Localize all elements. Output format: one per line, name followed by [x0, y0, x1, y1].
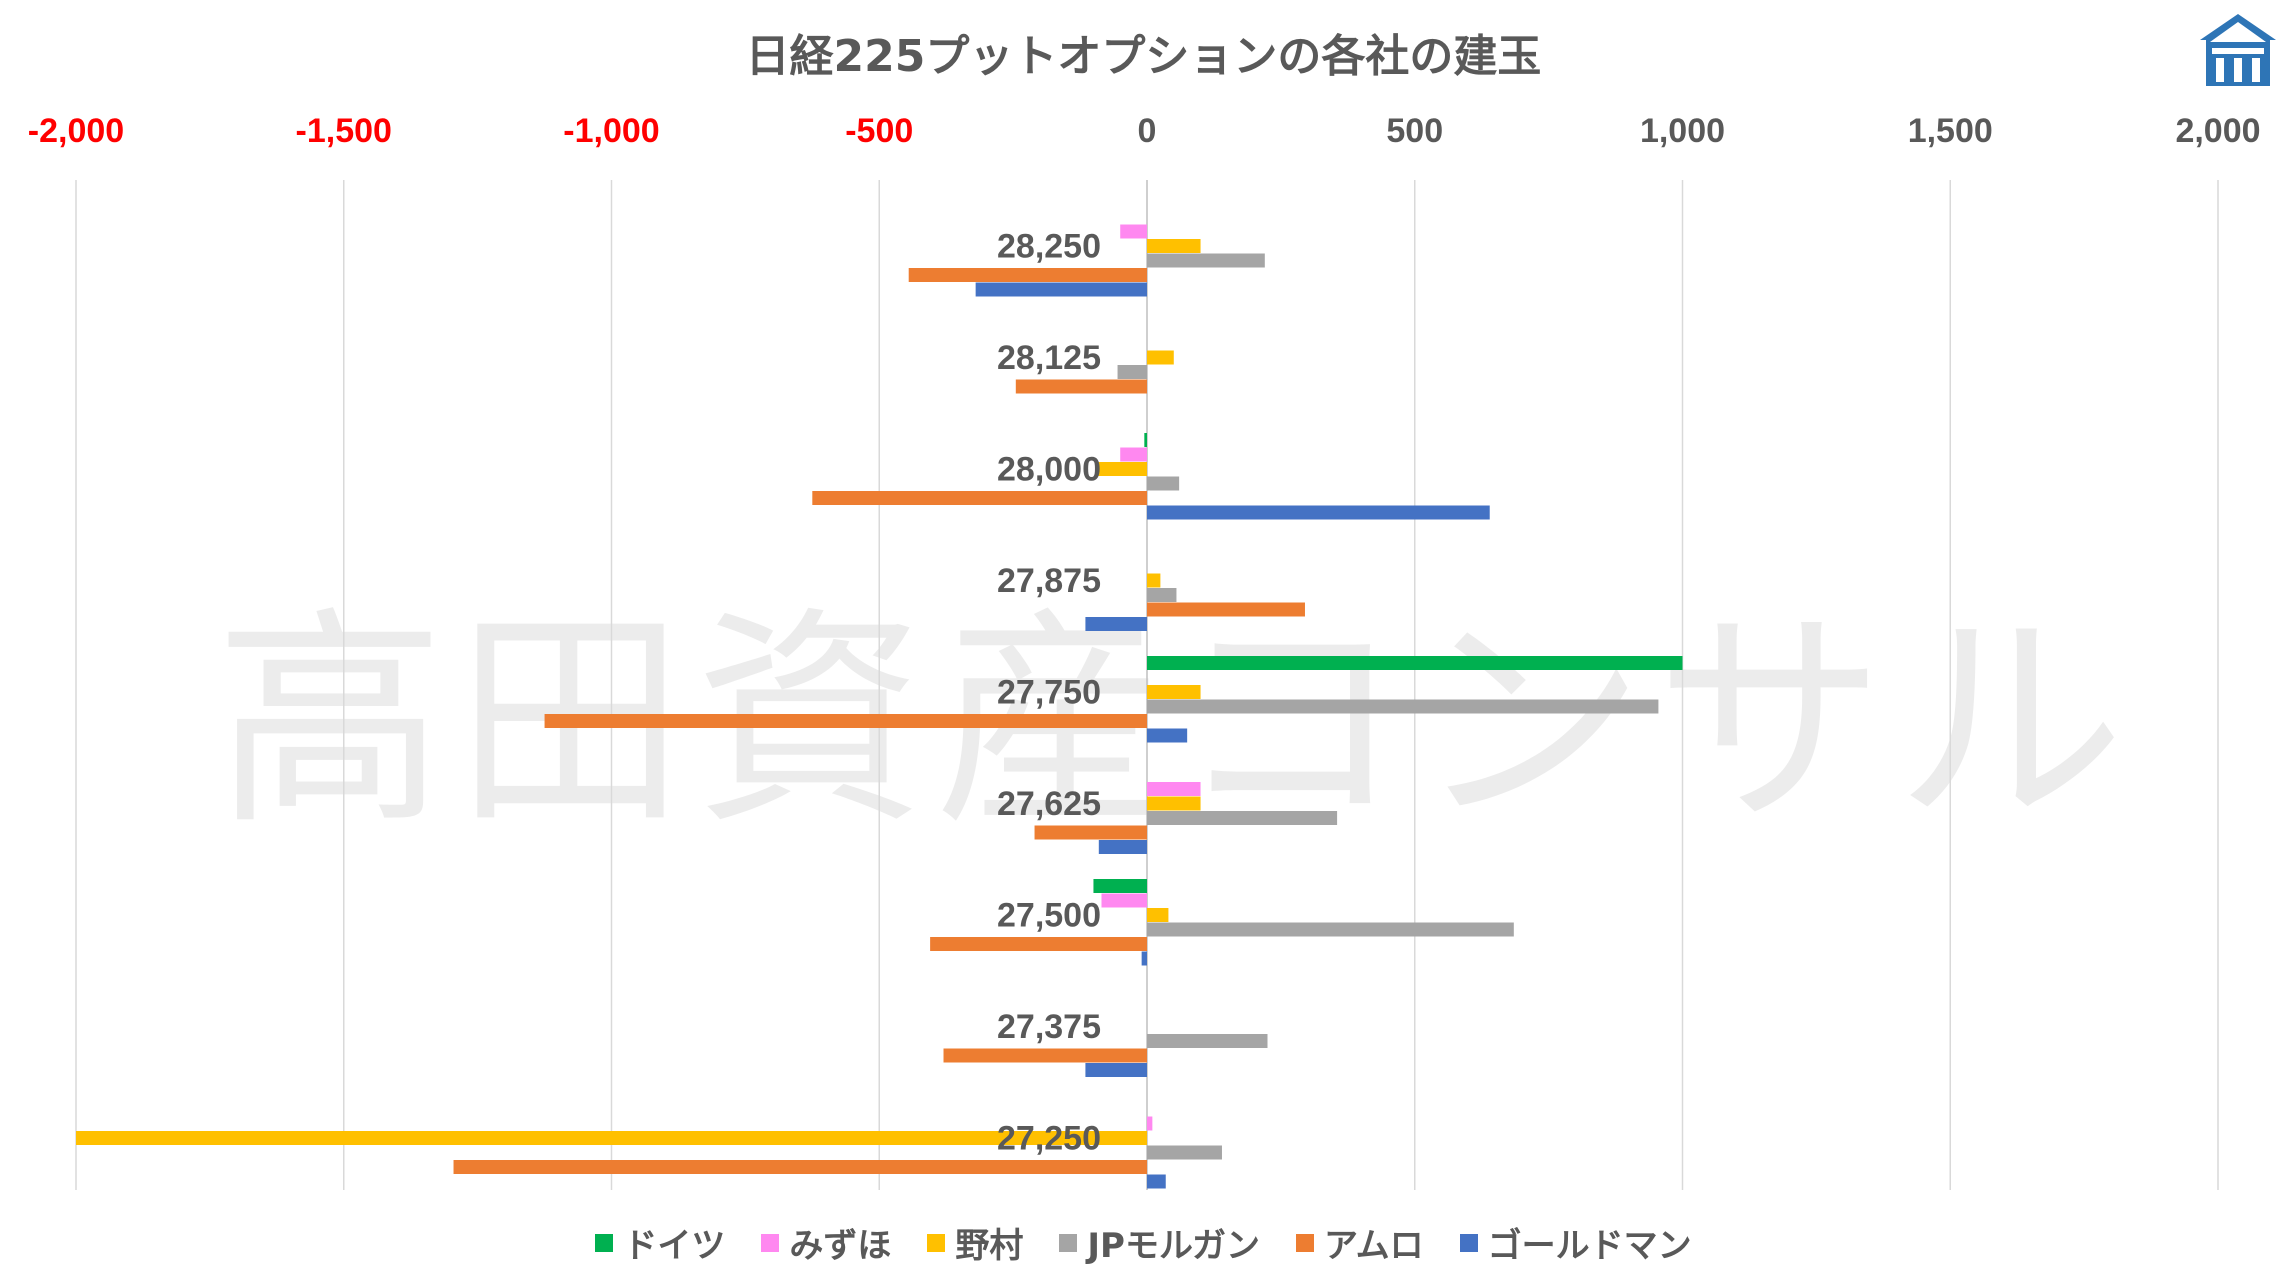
bar-2-2 — [1096, 462, 1147, 476]
bar-1-2 — [1120, 447, 1147, 462]
legend-label: みずほ — [789, 1226, 892, 1266]
legend-swatch — [595, 1233, 614, 1252]
legend-swatch — [1459, 1233, 1478, 1252]
legend-item: JPモルガン — [1059, 1218, 1260, 1267]
category-label: 27,875 — [997, 562, 1101, 600]
bar-2-0 — [1147, 239, 1201, 253]
legend-item: ゴールドマン — [1459, 1218, 1692, 1267]
bar-2-6 — [1147, 908, 1169, 922]
x-tick-label: -2,000 — [28, 112, 124, 150]
bar-5-3 — [1085, 617, 1147, 631]
bar-5-8 — [1147, 1174, 1166, 1189]
x-tick-label: 2,000 — [2175, 112, 2260, 150]
chart-title: 日経225プットオプションの各社の建玉 — [745, 31, 1542, 82]
bar-3-0 — [1147, 253, 1265, 268]
bar-4-3 — [1147, 602, 1305, 617]
bar-2-3 — [1147, 573, 1161, 588]
bar-4-0 — [908, 268, 1147, 282]
bar-3-2 — [1147, 476, 1180, 491]
legend-label: JPモルガン — [1087, 1226, 1260, 1266]
bar-5-7 — [1085, 1063, 1147, 1077]
x-tick-label: 1,000 — [1640, 112, 1725, 150]
bar-4-6 — [930, 937, 1147, 951]
chart-plot: -2,000 -1,500 -1,000 -500 0 500 1,000 1,500 2,00… — [28, 112, 2261, 1190]
bar-4-4 — [544, 714, 1147, 728]
legend-item: ドイツ — [595, 1218, 725, 1267]
bar-4-1 — [1015, 379, 1147, 394]
bar-4-8 — [453, 1160, 1148, 1174]
legend-swatch — [1295, 1233, 1314, 1252]
bar-3-3 — [1147, 588, 1177, 602]
legend-swatch — [761, 1233, 780, 1252]
bar-5-2 — [1147, 505, 1490, 520]
bar-3-6 — [1147, 922, 1514, 937]
bar-1-0 — [1120, 224, 1147, 239]
legend-label: ドイツ — [623, 1226, 726, 1266]
bar-3-7 — [1147, 1034, 1268, 1048]
legend-item: みずほ — [761, 1218, 891, 1267]
bar-1-8 — [1147, 1116, 1153, 1131]
bar-0-2 — [1144, 433, 1147, 447]
legend-swatch — [927, 1233, 946, 1252]
category-label: 28,250 — [997, 228, 1101, 266]
bar-2-1 — [1147, 350, 1174, 365]
bar-3-4 — [1147, 699, 1659, 714]
bar-1-5 — [1147, 782, 1201, 796]
category-label: 27,750 — [997, 674, 1101, 712]
bar-5-0 — [975, 282, 1147, 297]
category-labels: 28,250 28,125 28,000 27,875 27,750 27,625 27,5… — [997, 228, 1101, 1158]
grid-lines — [75, 180, 2219, 1190]
category-label: 27,500 — [997, 897, 1101, 935]
bar-0-4 — [1147, 656, 1683, 670]
legend-item: アムロ — [1295, 1218, 1424, 1267]
legend-label: 野村 — [955, 1226, 1024, 1266]
category-label: 28,125 — [997, 339, 1101, 377]
bar-5-6 — [1141, 951, 1147, 966]
category-label: 27,250 — [997, 1120, 1101, 1158]
bar-3-8 — [1147, 1145, 1222, 1160]
x-tick-label: -1,500 — [296, 112, 392, 150]
bar-4-7 — [943, 1048, 1147, 1063]
bar-1-6 — [1101, 893, 1147, 908]
bar-0-6 — [1093, 879, 1147, 893]
bar-4-5 — [1034, 825, 1147, 840]
x-axis-ticks: -2,000 -1,500 -1,000 -500 0 500 1,000 1,500 2,00… — [28, 112, 2261, 150]
house-logo-icon — [2200, 14, 2276, 86]
legend-label: アムロ — [1323, 1226, 1424, 1266]
x-tick-label: 500 — [1386, 112, 1443, 150]
bar-2-5 — [1147, 796, 1201, 811]
x-tick-label: 0 — [1138, 112, 1157, 150]
bar-4-2 — [812, 491, 1147, 505]
legend: ドイツ みずほ 野村 JPモルガン アムロ ゴールドマン — [0, 1218, 2287, 1267]
bar-5-4 — [1147, 728, 1188, 743]
bar-2-4 — [1147, 685, 1201, 699]
x-tick-label: -1,000 — [563, 112, 659, 150]
category-label: 28,000 — [997, 451, 1101, 489]
bar-3-5 — [1147, 811, 1338, 825]
category-label: 27,375 — [997, 1008, 1101, 1046]
x-tick-label: 1,500 — [1908, 112, 1993, 150]
legend-label: ゴールドマン — [1487, 1226, 1692, 1266]
legend-swatch — [1059, 1233, 1078, 1252]
x-tick-label: -500 — [845, 112, 913, 150]
bar-3-1 — [1117, 365, 1147, 379]
bar-5-5 — [1098, 840, 1147, 854]
legend-item: 野村 — [927, 1218, 1023, 1267]
bars — [76, 224, 1683, 1189]
category-label: 27,625 — [997, 785, 1101, 823]
bar-2-8 — [76, 1131, 1147, 1145]
